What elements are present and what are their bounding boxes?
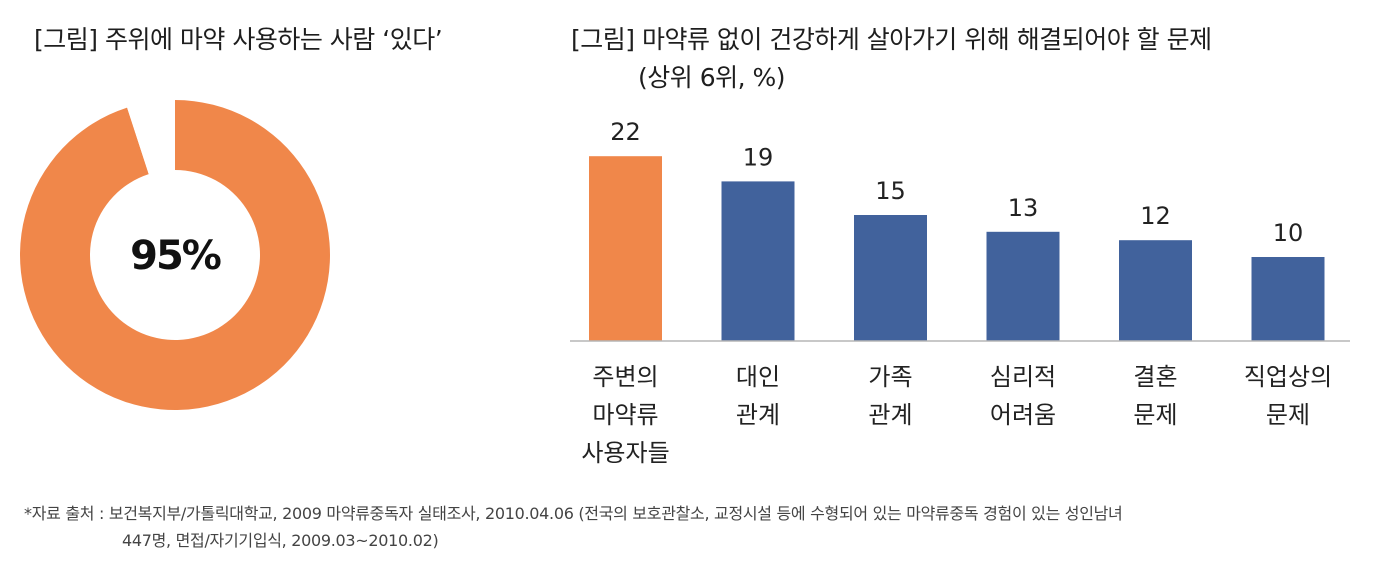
source-note-line1: *자료 출처 : 보건복지부/가톨릭대학교, 2009 마약류중독자 실태조사,… [24, 504, 1123, 523]
bar-chart-subtitle: (상위 6위, %) [638, 63, 786, 92]
donut-slice-1 [127, 100, 175, 175]
source-note-line2: 447명, 면접/자기기입식, 2009.03~2010.02) [122, 531, 439, 550]
donut-center-label: 95% [130, 233, 221, 279]
category-label-3: 심리적 어려움 [990, 363, 1056, 429]
bar-value-label-5: 10 [1273, 219, 1304, 247]
category-label-2: 가족 관계 [868, 363, 912, 429]
bar-chart-title: [그림] 마약류 없이 건강하게 살아가기 위해 해결되어야 할 문제 [571, 25, 1212, 54]
bar-4 [1119, 240, 1192, 341]
donut-slice-0 [20, 100, 330, 410]
category-label-0: 주변의 마약류 사용자들 [581, 363, 669, 467]
bar-chart: 22 주변의 마약류 사용자들 19 대인 관계 15 가족 관계 13 심리적 어려움 12 결혼 문제 10… [570, 118, 1350, 467]
bar-value-label-0: 22 [610, 118, 641, 146]
category-label-5: 직업상의 문제 [1244, 363, 1332, 429]
bar-5 [1251, 257, 1325, 341]
bar-3 [986, 231, 1060, 341]
bar-value-label-3: 13 [1008, 194, 1039, 222]
bar-0 [589, 156, 662, 341]
bar-value-label-4: 12 [1140, 202, 1171, 230]
bar-value-label-1: 19 [743, 143, 774, 171]
donut-chart: 95% [20, 100, 330, 410]
bar-value-label-2: 15 [875, 177, 906, 205]
category-label-1: 대인 관계 [736, 363, 780, 429]
bar-2 [854, 215, 927, 341]
category-label-4: 결혼 문제 [1133, 363, 1177, 429]
donut-chart-title: [그림] 주위에 마약 사용하는 사람 ‘있다’ [34, 25, 443, 54]
bar-1 [721, 181, 795, 341]
